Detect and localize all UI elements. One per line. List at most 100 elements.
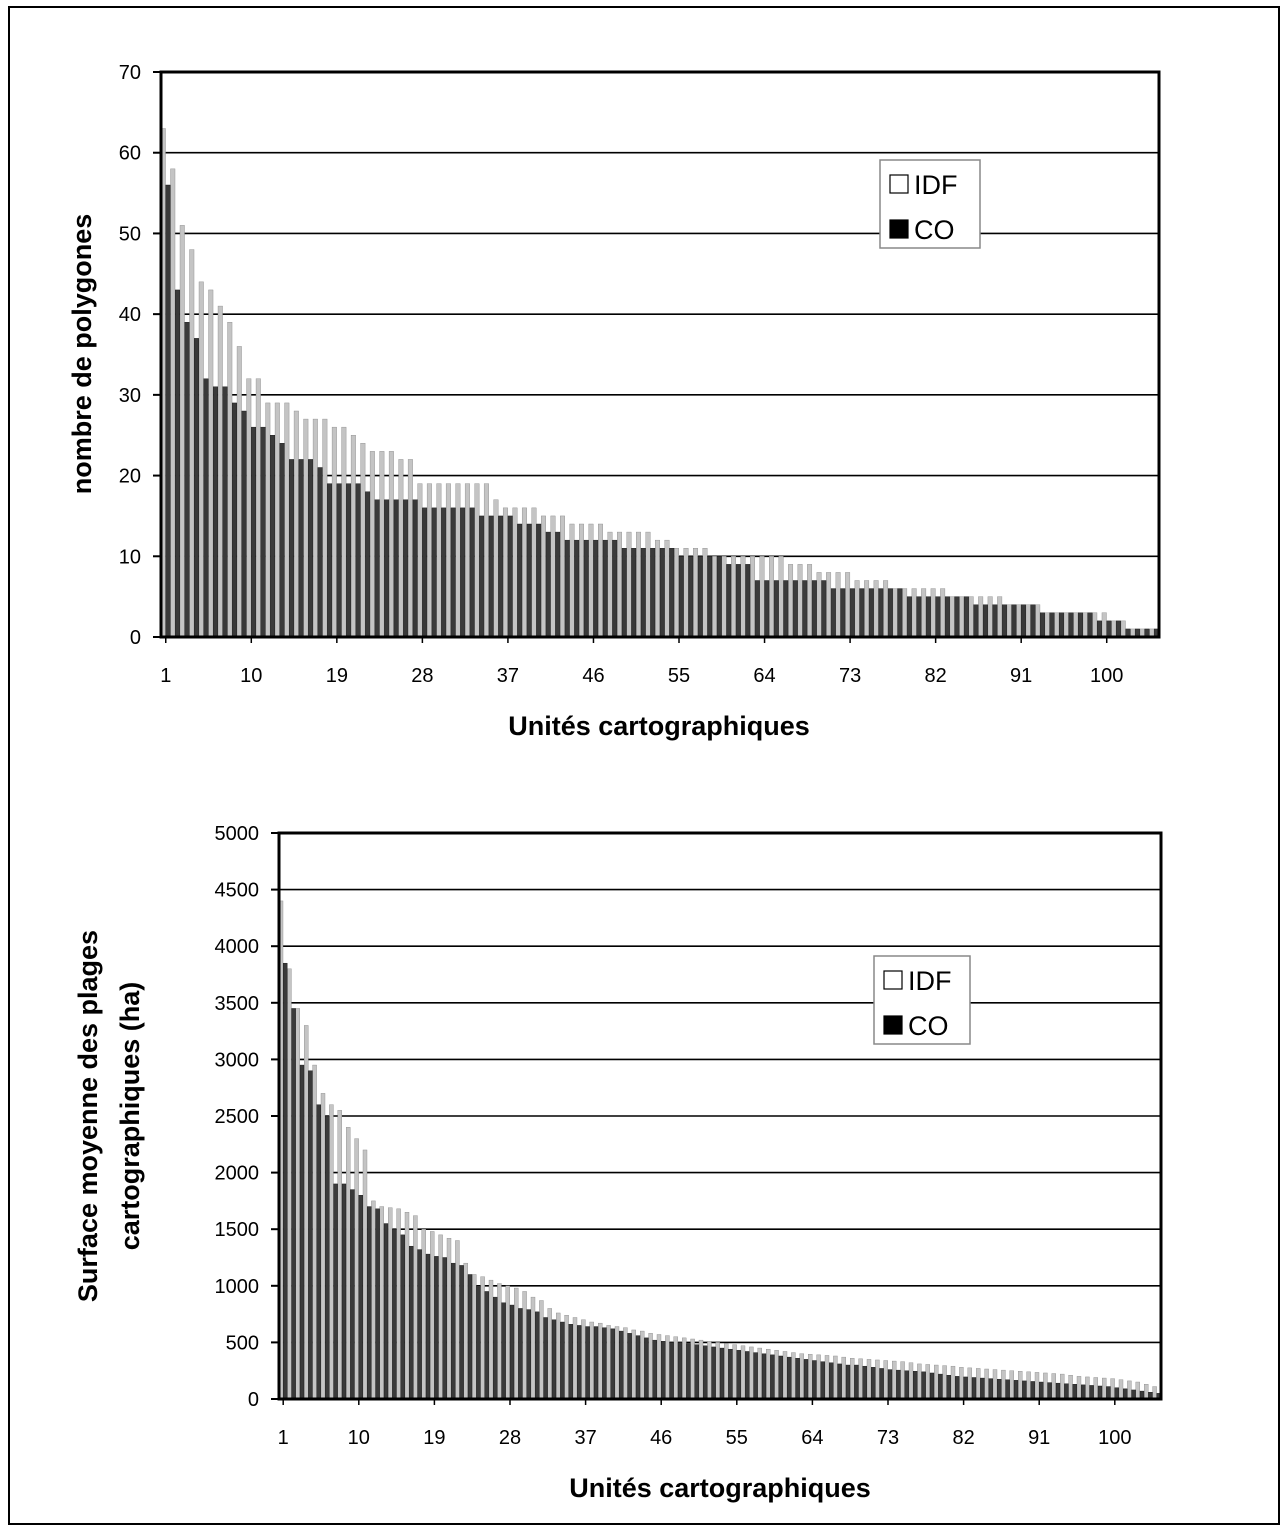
bar-co [358,1195,363,1400]
bar-co [450,507,456,638]
legend-label-idf: IDF [914,170,958,200]
bar-co [938,1373,943,1400]
bar-idf [1135,1381,1140,1400]
bar-idf [284,402,290,638]
bar-co [868,588,874,638]
bar-idf [446,1238,452,1400]
bar-co [308,459,314,638]
bar-co [467,1274,473,1400]
bar-idf [1025,604,1031,638]
bar-co [1087,612,1093,638]
bar-co [980,1377,985,1400]
bar-co [812,1360,817,1400]
y-tick-label: 60 [119,143,141,165]
bar-co [365,491,371,638]
plot-area-border [159,70,1161,639]
bar-idf [674,548,679,638]
x-tick-label: 82 [952,1427,974,1449]
bar-idf [750,556,756,638]
polygon-count-chart: Unités cartographiques nombre de polygon… [67,62,1161,741]
bar-co [916,596,922,638]
bar-idf [236,346,242,638]
bar-co [871,1367,876,1400]
bar-co [640,548,646,638]
bar-co [878,588,884,638]
bar-co [1039,612,1045,638]
bar-co [736,1350,741,1400]
bar-idf [606,1325,611,1400]
bar-co [291,1008,296,1400]
bar-co [1020,604,1026,638]
x-tick-label: 55 [726,1427,748,1449]
bar-idf [413,1215,418,1400]
bar-co [279,443,285,638]
bar-idf [766,1348,771,1400]
bar-idf [1006,604,1012,638]
bar-idf [866,1359,872,1400]
bar-idf [1101,612,1107,638]
bars [278,900,1161,1400]
bar-idf [715,1342,720,1400]
bar-idf [816,1354,821,1400]
bar-co [509,1304,515,1400]
bar-idf [1009,1370,1014,1400]
bar-idf [759,556,765,638]
bar-idf [379,451,385,638]
bar-idf [908,1362,914,1400]
bar-idf [404,1212,410,1400]
bar-idf [189,249,195,638]
bar-idf [791,1352,796,1400]
figure-frame [8,6,1280,1525]
bar-idf [1018,1371,1023,1400]
bar-co [355,483,361,638]
bar-idf [664,539,670,638]
bar-co [431,507,437,638]
bar-idf [845,572,851,638]
bar-co [555,531,561,638]
y-tick-label: 0 [130,627,141,649]
bar-co [1001,604,1007,638]
bar-co [476,1285,481,1400]
series-idf [160,128,1155,638]
bar-co [325,1115,330,1400]
bar-idf [581,1319,586,1400]
bar-idf [883,580,889,638]
bar-idf [984,1368,989,1400]
bar-idf [246,378,252,638]
y-tick-label: 4000 [215,936,260,958]
bar-idf [858,1358,863,1400]
bar-co [669,548,675,638]
bar-co [621,548,627,638]
bar-co [944,596,950,638]
bar-co [479,515,485,638]
bar-idf [396,1208,401,1400]
legend-swatch-idf [883,970,903,990]
bar-idf [1143,1384,1149,1400]
bar-idf [1152,1386,1157,1400]
bar-co [488,515,494,638]
bar-idf [398,459,404,638]
bar-idf [569,523,575,638]
x-axis-ticks: 1 10 19 28 37 46 55 64 73 82 91 100 [278,1399,1131,1449]
y-tick-label: 50 [119,223,141,245]
x-tick-label: 37 [574,1427,596,1449]
bar-idf [472,1274,477,1400]
bar-idf [892,1360,897,1400]
bar-co [854,1364,859,1400]
bar-idf [967,1367,972,1400]
bar-co [336,483,342,638]
bar-idf [721,556,727,638]
bar-co [184,322,190,638]
bar-co [409,1245,414,1400]
bar-co [963,596,969,638]
x-tick-label: 1 [160,665,171,687]
bar-co [795,1358,800,1400]
y-tick-label: 5000 [215,823,260,845]
bar-idf [614,1326,620,1400]
bar-co [459,1265,464,1400]
bar-co [897,588,903,638]
bar-idf [430,1231,435,1400]
bar-idf [455,483,461,638]
bar-co [560,1321,565,1400]
bar-co [585,1326,590,1400]
